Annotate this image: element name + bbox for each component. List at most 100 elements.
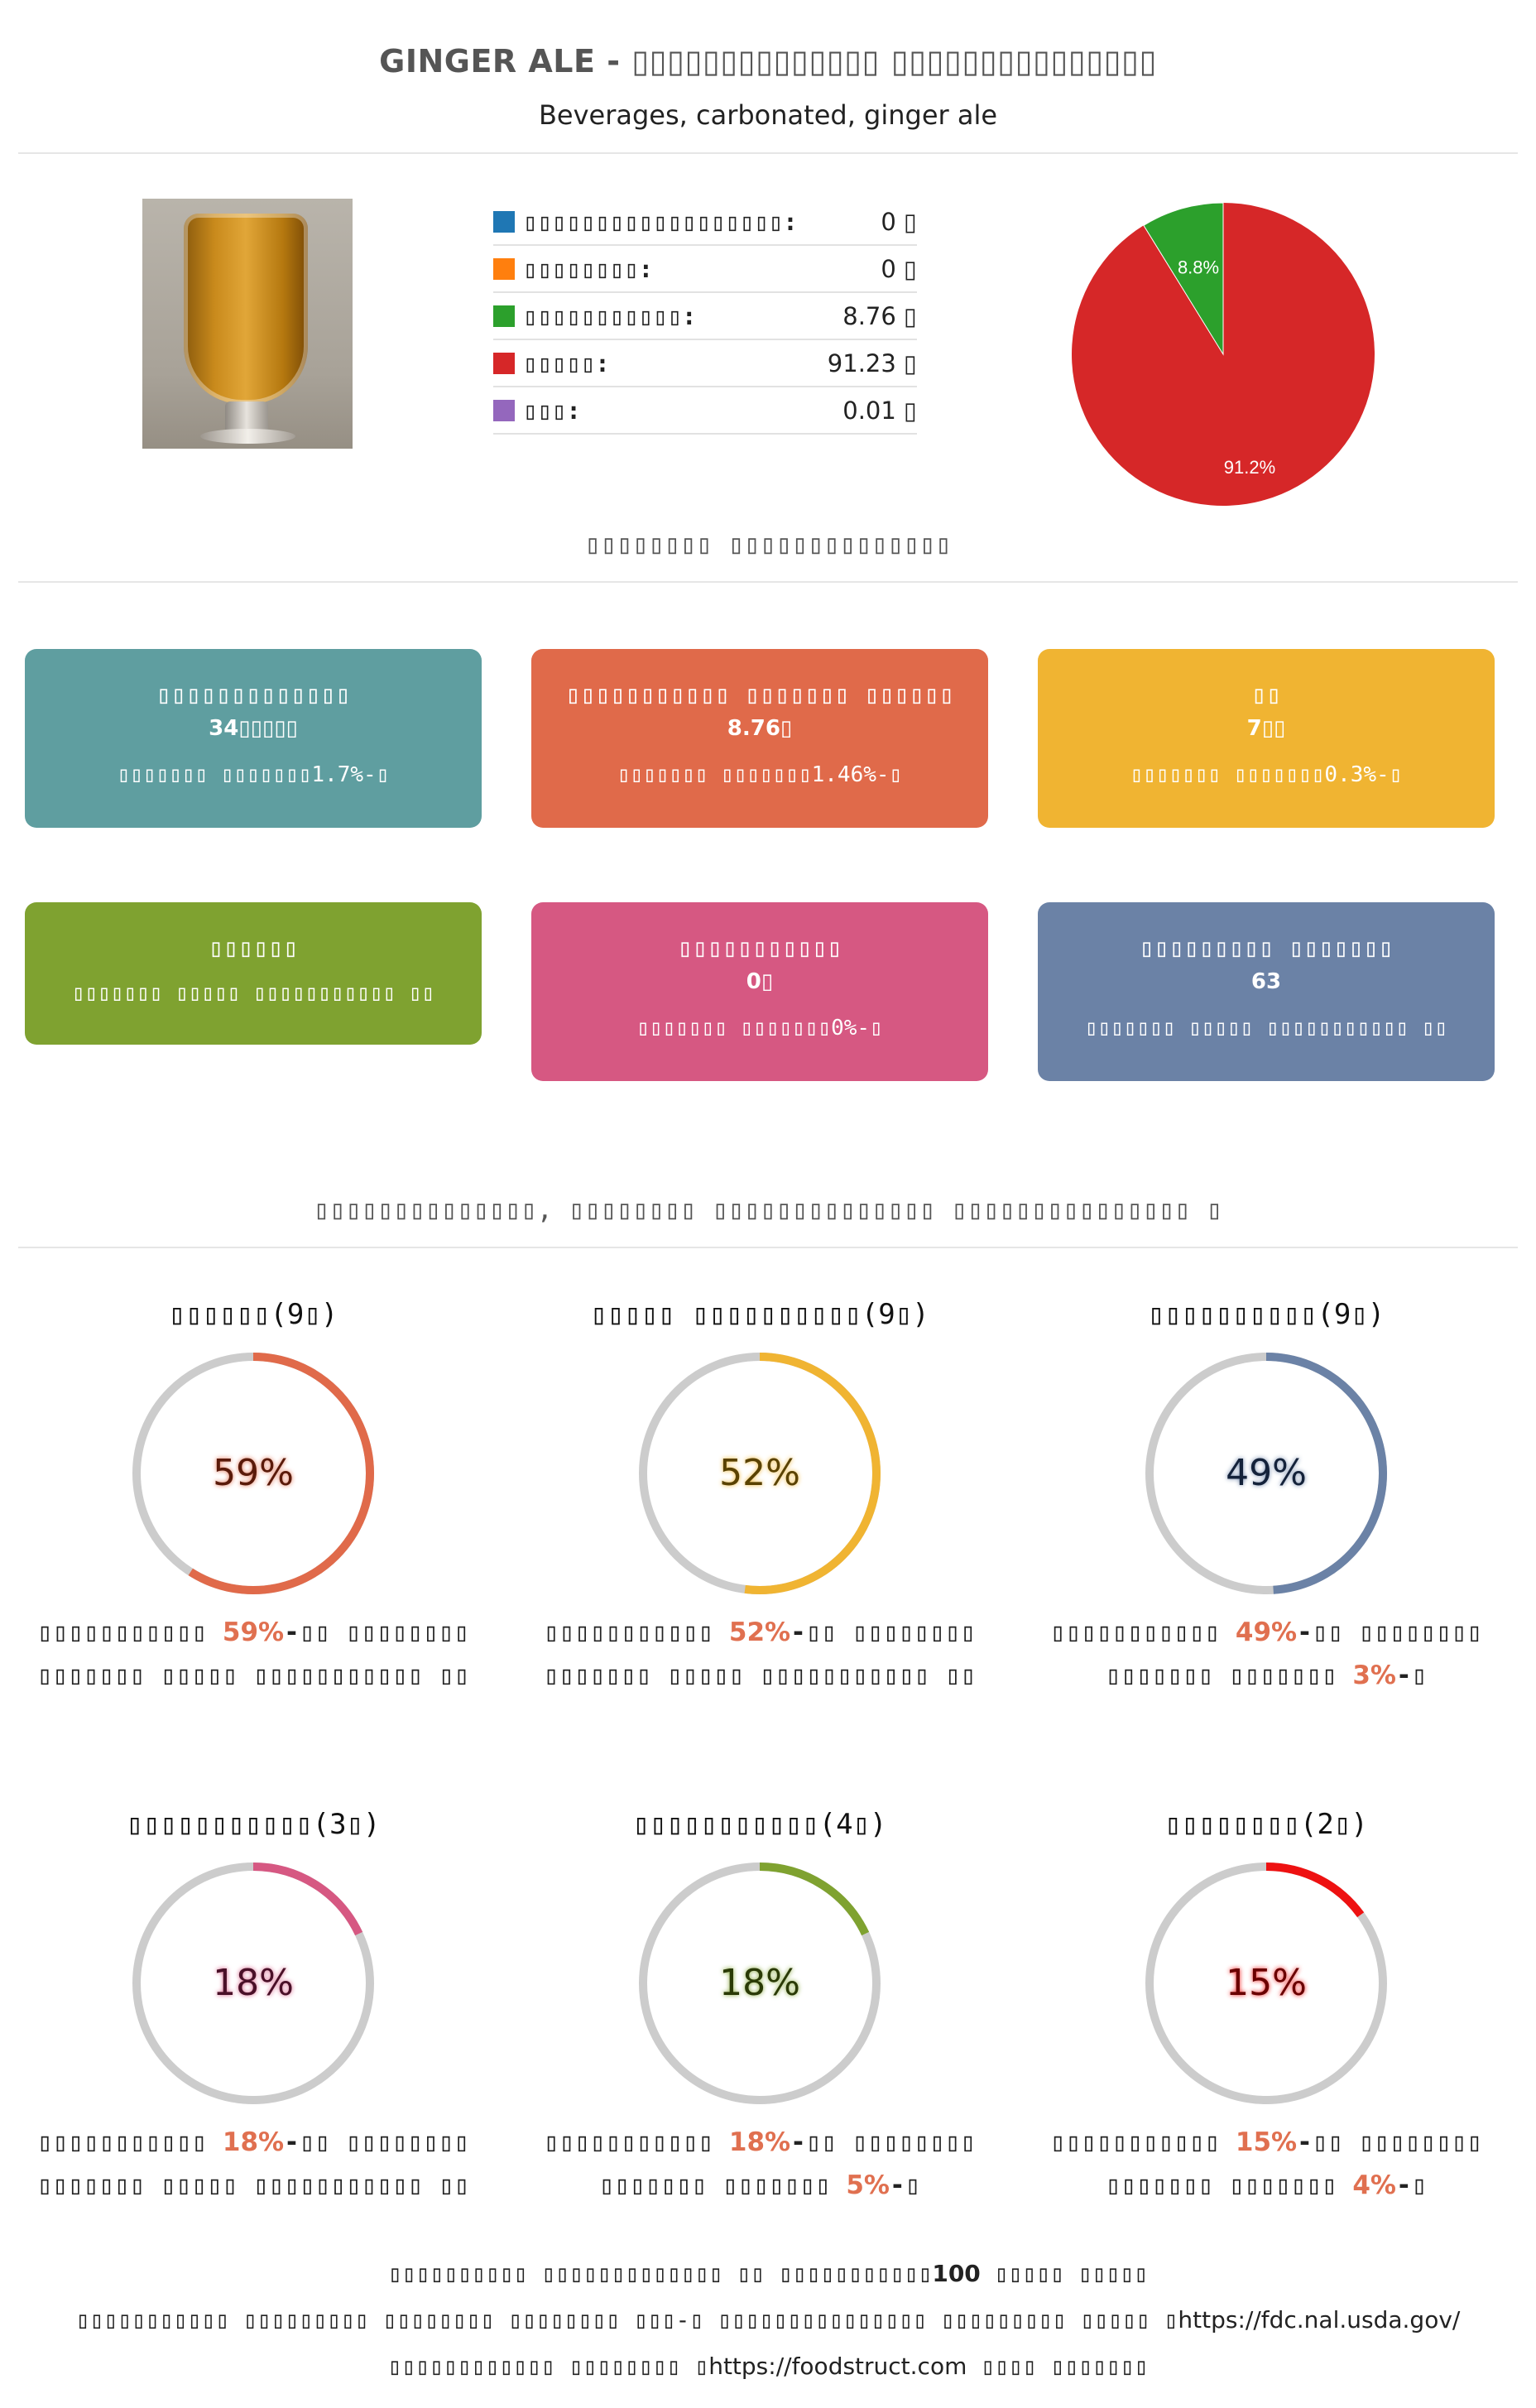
- legend-value: 8.76 ▯: [842, 301, 917, 330]
- caption-line-2: ▯▯▯▯▯▯▯ ▯▯▯▯▯ ▯▯▯▯▯▯▯▯▯▯▯ ▯▯: [25, 2164, 482, 2207]
- ranking-caption: ▯▯▯▯▯▯▯▯▯▯▯ 49%-▯▯ ▯▯▯▯▯▯▯▯ ▯▯▯▯▯▯▯ ▯▯▯▯▯…: [1038, 1611, 1495, 1697]
- caption-text: ▯▯▯▯▯▯▯ ▯▯▯▯▯ ▯▯▯▯▯▯▯▯▯▯▯ ▯▯: [36, 2170, 470, 2200]
- card-value: 7▯▯: [1246, 716, 1286, 741]
- nutrition-card: ▯▯▯▯▯▯▯▯▯▯▯▯▯ 34▯▯▯▯▯ ▯▯▯▯▯▯▯ ▯▯▯▯▯▯▯1.7%-…: [25, 649, 482, 828]
- legend-value: 0 ▯: [881, 254, 917, 283]
- caption-percent: 18%: [728, 2127, 791, 2157]
- legend-swatch: [493, 210, 515, 233]
- ring-progress: [132, 1862, 374, 2104]
- ranking-section-title: ▯▯▯▯▯▯▯▯▯▯▯▯▯▯, ▯▯▯▯▯▯▯▯ ▯▯▯▯▯▯▯▯▯▯▯▯▯▯ …: [313, 1194, 1223, 1225]
- caption-text: -▯▯ ▯▯▯▯▯▯▯▯: [1297, 2127, 1483, 2157]
- ranking-ring-svg: [639, 1862, 881, 2104]
- caption-text: ▯▯▯▯▯▯▯▯▯▯▯: [543, 1617, 729, 1647]
- ranking-ring-svg: [1145, 1353, 1387, 1594]
- caption-percent: 4%: [1352, 2170, 1396, 2200]
- ring-percent-label: 18%: [213, 1962, 294, 2004]
- ring-percent-label: 15%: [1226, 1962, 1307, 2004]
- pie-label-small: 8.8%: [1178, 257, 1219, 277]
- glass-base-shape: [200, 429, 295, 444]
- caption-text: -▯: [889, 2170, 921, 2200]
- caption-text: ▯▯▯▯▯▯▯▯▯▯▯: [36, 2127, 223, 2157]
- ranking-ring: 18%: [129, 1859, 377, 2108]
- caption-text: -▯: [1395, 1661, 1428, 1690]
- caption-text: ▯▯▯▯▯▯▯ ▯▯▯▯▯▯▯: [598, 2170, 847, 2200]
- macronutrient-legend: ▯▯▯▯▯▯▯▯▯▯▯▯▯▯▯▯▯▯: 0 ▯ ▯▯▯▯▯▯▯▯: 0 ▯ ▯▯▯▯▯▯…: [493, 199, 917, 435]
- ranking-caption: ▯▯▯▯▯▯▯▯▯▯▯ 15%-▯▯ ▯▯▯▯▯▯▯▯ ▯▯▯▯▯▯▯ ▯▯▯▯▯…: [1038, 2121, 1495, 2207]
- divider: [18, 1247, 1518, 1248]
- ranking-caption: ▯▯▯▯▯▯▯▯▯▯▯ 59%-▯▯ ▯▯▯▯▯▯▯▯ ▯▯▯▯▯▯▯ ▯▯▯▯▯…: [25, 1611, 482, 1697]
- legend-label: ▯▯▯▯▯▯▯▯▯▯▯▯▯▯▯▯▯▯:: [523, 207, 798, 236]
- caption-percent: 49%: [1235, 1617, 1298, 1647]
- foodstruct-link[interactable]: https://foodstruct.com: [708, 2353, 967, 2380]
- caption-text: -▯▯ ▯▯▯▯▯▯▯▯: [284, 1617, 470, 1647]
- footer-text: ▯▯▯▯▯ ▯▯▯▯▯: [980, 2260, 1149, 2287]
- ranking-title: ▯▯▯▯▯▯▯▯(2▯): [1164, 1808, 1368, 1841]
- ranking-title: ▯▯▯▯▯ ▯▯▯▯▯▯▯▯▯▯(9▯): [590, 1298, 929, 1331]
- caption-line-2: ▯▯▯▯▯▯▯ ▯▯▯▯▯ ▯▯▯▯▯▯▯▯▯▯▯ ▯▯: [25, 1654, 482, 1697]
- ring-percent-label: 18%: [719, 1962, 800, 2004]
- footer-line-3: ▯▯▯▯▯▯▯▯▯▯▯▯ ▯▯▯▯▯▯▯▯ ▯https://foodstruc…: [0, 2353, 1536, 2380]
- footer-amount: 100: [932, 2260, 981, 2287]
- caption-text: -▯▯ ▯▯▯▯▯▯▯▯: [1297, 1617, 1483, 1647]
- ring-progress: [639, 1353, 881, 1594]
- ring-progress: [639, 1862, 881, 2104]
- legend-swatch: [493, 352, 515, 374]
- footer-text: ▯▯▯▯▯▯▯▯▯▯▯▯ ▯▯▯▯▯▯▯▯ ▯: [387, 2353, 709, 2380]
- card-title: ▯▯▯▯▯▯▯▯▯▯▯: [677, 934, 842, 963]
- card-title: ▯▯▯▯▯▯▯▯▯▯▯ ▯▯▯▯▯▯▯ ▯▯▯▯▯▯: [565, 680, 954, 709]
- ranking-ring: 49%: [1142, 1349, 1390, 1598]
- footer-text: ▯▯▯▯▯▯▯▯▯▯▯ ▯▯▯▯▯▯▯▯▯ ▯▯▯▯▯▯▯▯ ▯▯▯▯▯▯▯▯ …: [75, 2306, 1178, 2334]
- caption-text: -▯▯ ▯▯▯▯▯▯▯▯: [790, 2127, 977, 2157]
- legend-row: ▯▯▯▯▯▯▯▯: 0 ▯: [493, 246, 917, 293]
- nutrition-card: ▯▯▯▯▯▯▯▯▯▯▯ 0▯ ▯▯▯▯▯▯▯ ▯▯▯▯▯▯▯0%-▯: [531, 902, 988, 1081]
- card-title: ▯▯▯▯▯▯▯▯▯▯▯▯▯: [156, 680, 351, 709]
- caption-line-2: ▯▯▯▯▯▯▯ ▯▯▯▯▯▯▯ 3%-▯: [1038, 1654, 1495, 1697]
- ranking-ring: 59%: [129, 1349, 377, 1598]
- ring-percent-label: 52%: [719, 1452, 800, 1494]
- nutrition-section-title: ▯▯▯▯▯▯▯▯ ▯▯▯▯▯▯▯▯▯▯▯▯▯▯: [584, 528, 952, 560]
- caption-text: -▯: [1395, 2170, 1428, 2200]
- card-title: ▯▯▯▯▯▯: [208, 934, 299, 963]
- ranking-caption: ▯▯▯▯▯▯▯▯▯▯▯ 18%-▯▯ ▯▯▯▯▯▯▯▯ ▯▯▯▯▯▯▯ ▯▯▯▯▯…: [25, 2121, 482, 2207]
- caption-text: ▯▯▯▯▯▯▯ ▯▯▯▯▯▯▯: [1105, 1661, 1353, 1690]
- nutrition-card: ▯▯▯▯▯▯▯▯▯ ▯▯▯▯▯▯▯ 63 ▯▯▯▯▯▯▯ ▯▯▯▯▯ ▯▯▯▯▯▯▯…: [1038, 902, 1495, 1081]
- caption-line-1: ▯▯▯▯▯▯▯▯▯▯▯ 59%-▯▯ ▯▯▯▯▯▯▯▯: [25, 1611, 482, 1654]
- card-note: ▯▯▯▯▯▯▯ ▯▯▯▯▯▯▯1.7%-▯: [117, 762, 390, 787]
- ranking-ring: 15%: [1142, 1859, 1390, 2108]
- card-note: ▯▯▯▯▯▯▯ ▯▯▯▯▯▯▯1.46%-▯: [617, 762, 903, 787]
- caption-text: ▯▯▯▯▯▯▯▯▯▯▯: [36, 1617, 223, 1647]
- footer-text: ▯▯▯▯ ▯▯▯▯▯▯▯: [967, 2353, 1149, 2380]
- ranking-caption: ▯▯▯▯▯▯▯▯▯▯▯ 52%-▯▯ ▯▯▯▯▯▯▯▯ ▯▯▯▯▯▯▯ ▯▯▯▯▯…: [531, 1611, 988, 1697]
- footer-line-1: ▯▯▯▯▯▯▯▯▯▯ ▯▯▯▯▯▯▯▯▯▯▯▯▯ ▯▯ ▯▯▯▯▯▯▯▯▯▯▯1…: [0, 2260, 1536, 2287]
- divider: [18, 581, 1518, 583]
- ranking-ring-svg: [639, 1353, 881, 1594]
- caption-line-2: ▯▯▯▯▯▯▯ ▯▯▯▯▯▯▯ 4%-▯: [1038, 2164, 1495, 2207]
- pie-svg: 8.8% 91.2%: [1072, 202, 1375, 506]
- card-value: 34▯▯▯▯▯: [209, 716, 298, 741]
- legend-label: ▯▯▯▯▯▯▯▯:: [523, 254, 654, 283]
- card-note: ▯▯▯▯▯▯▯ ▯▯▯▯▯▯▯0.3%-▯: [1130, 762, 1403, 787]
- legend-label: ▯▯▯▯▯▯▯▯▯▯▯:: [523, 301, 697, 330]
- ring-percent-label: 59%: [213, 1452, 294, 1494]
- legend-value: 91.23 ▯: [827, 348, 917, 377]
- ranking-ring: 18%: [636, 1859, 884, 2108]
- legend-swatch: [493, 305, 515, 327]
- card-note: ▯▯▯▯▯▯▯ ▯▯▯▯▯ ▯▯▯▯▯▯▯▯▯▯▯ ▯▯: [71, 981, 435, 1006]
- card-note: ▯▯▯▯▯▯▯ ▯▯▯▯▯ ▯▯▯▯▯▯▯▯▯▯▯ ▯▯: [1084, 1016, 1448, 1041]
- caption-line-2: ▯▯▯▯▯▯▯ ▯▯▯▯▯ ▯▯▯▯▯▯▯▯▯▯▯ ▯▯: [531, 1654, 988, 1697]
- ranking-title: ▯▯▯▯▯▯▯▯▯▯▯(3▯): [126, 1808, 381, 1841]
- card-value: 8.76▯: [727, 716, 793, 741]
- card-title: ▯▯▯▯▯▯▯▯▯ ▯▯▯▯▯▯▯: [1139, 934, 1394, 963]
- usda-source-link[interactable]: https://fdc.nal.usda.gov/: [1178, 2306, 1461, 2334]
- caption-line-2: ▯▯▯▯▯▯▯ ▯▯▯▯▯▯▯ 5%-▯: [531, 2164, 988, 2207]
- caption-text: ▯▯▯▯▯▯▯ ▯▯▯▯▯▯▯: [1105, 2170, 1353, 2200]
- legend-row: ▯▯▯▯▯: 91.23 ▯: [493, 340, 917, 387]
- ring-progress: [132, 1353, 374, 1594]
- card-note: ▯▯▯▯▯▯▯ ▯▯▯▯▯▯▯0%-▯: [636, 1016, 883, 1041]
- pie-slice-small: [1143, 202, 1224, 356]
- caption-line-1: ▯▯▯▯▯▯▯▯▯▯▯ 18%-▯▯ ▯▯▯▯▯▯▯▯: [531, 2121, 988, 2164]
- caption-percent: 59%: [222, 1617, 285, 1647]
- legend-swatch: [493, 257, 515, 280]
- ranking-title: ▯▯▯▯▯▯(9▯): [168, 1298, 338, 1331]
- ring-percent-label: 49%: [1226, 1452, 1307, 1494]
